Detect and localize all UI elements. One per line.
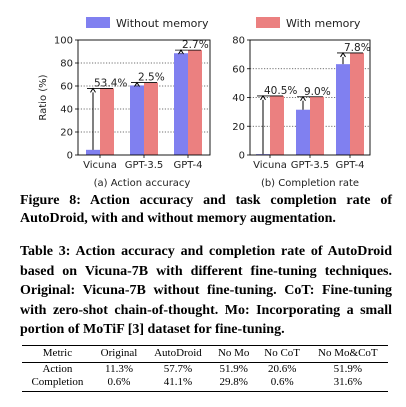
subfigure-caption: (b) Completion rate — [261, 178, 359, 189]
legend-label: With memory — [286, 17, 361, 30]
annotation-label: 9.0% — [304, 86, 331, 98]
table-cell: 51.9% — [333, 362, 363, 375]
figure-charts: 0 20 40 60 80 100 Vicuna 53.4% GPT-3.5 2.5% GPT-4 2… — [38, 17, 371, 189]
annotation-label: 2.5% — [138, 72, 165, 84]
table-cell: 29.8% — [210, 376, 257, 392]
plot-frame — [77, 39, 211, 156]
legend-swatch — [256, 17, 280, 28]
y-tick-label: 60 — [60, 82, 73, 93]
bar-with-memory — [144, 82, 158, 155]
table-row: Action 11.3% 57.7% 51.9% 20.6% 51.9% — [22, 362, 388, 376]
y-tick-label: 80 — [232, 36, 245, 47]
table-cell: Action — [42, 362, 73, 375]
bar-with-memory — [310, 96, 324, 155]
table-cell: 51.9% — [219, 362, 248, 375]
header-cell: Metric — [22, 345, 93, 363]
bar-without-memory — [130, 85, 144, 155]
results-table: Metric Original AutoDroid No Mo No CoT N… — [22, 345, 388, 392]
bar-without-memory — [336, 64, 350, 155]
y-axis-label: Ratio (%) — [38, 74, 49, 120]
x-tick-label: Vicuna — [253, 160, 287, 171]
y-tick-label: 60 — [232, 64, 245, 75]
table-cell: 0.6% — [92, 376, 146, 392]
table-cell: 0.6% — [256, 376, 308, 392]
table-cell: 31.6% — [307, 376, 388, 392]
y-tick-label: 0 — [67, 151, 73, 162]
y-tick-label: 100 — [54, 36, 73, 47]
header-cell: No CoT — [256, 345, 308, 363]
y-tick-label: 20 — [60, 128, 73, 139]
bar-without-memory — [86, 149, 100, 155]
x-tick-label: GPT-4 — [174, 160, 203, 171]
annotation-label: 40.5% — [264, 85, 297, 97]
bar-without-memory — [174, 53, 188, 155]
legend-swatch — [86, 17, 110, 28]
figure-caption: Figure 8: Action accuracy and task compl… — [20, 193, 392, 226]
bar-without-memory — [296, 109, 310, 155]
header-cell: AutoDroid — [145, 345, 211, 363]
x-tick-label: GPT-3.5 — [125, 160, 163, 171]
chart-completion-rate: 0 20 40 60 80 Vicuna 40.5% GPT-3.5 9.0% GPT-4 7.8%… — [232, 17, 371, 189]
bar-with-memory — [188, 50, 202, 156]
table-row: Completion 0.6% 41.1% 29.8% 0.6% 31.6% — [22, 376, 388, 392]
header-cell: Original — [92, 345, 146, 363]
annotation-label: 53.4% — [94, 77, 127, 89]
table-cell: 11.3% — [105, 362, 134, 375]
table-caption: Table 3: Action accuracy and completion … — [20, 244, 392, 337]
y-tick-label: 0 — [239, 151, 245, 162]
annotation-label: 2.7% — [182, 39, 209, 51]
table-cell: 41.1% — [145, 376, 211, 392]
x-tick-label: GPT-4 — [336, 160, 365, 171]
subfigure-caption: (a) Action accuracy — [94, 178, 191, 189]
table-header-row: Metric Original AutoDroid No Mo No CoT N… — [22, 345, 388, 363]
x-tick-label: GPT-3.5 — [291, 160, 329, 171]
y-tick-label: 80 — [60, 59, 73, 70]
header-cell: No Mo — [210, 345, 257, 363]
table-cell: Completion — [22, 376, 93, 392]
y-tick-label: 40 — [60, 105, 73, 116]
chart-action-accuracy: 0 20 40 60 80 100 Vicuna 53.4% GPT-3.5 2.5% GPT-4 2… — [38, 17, 211, 189]
table-cell: 57.7% — [163, 362, 193, 375]
plot-frame — [249, 39, 371, 156]
table-cell: 20.6% — [267, 362, 297, 375]
annotation-label: 7.8% — [344, 42, 371, 54]
y-tick-label: 40 — [232, 93, 245, 104]
x-tick-label: Vicuna — [83, 160, 117, 171]
legend-label: Without memory — [116, 17, 209, 30]
bar-with-memory — [350, 52, 364, 155]
bar-with-memory — [100, 88, 114, 155]
bar-with-memory — [270, 95, 284, 155]
header-cell: No Mo&CoT — [307, 345, 388, 363]
y-tick-label: 20 — [232, 122, 245, 133]
